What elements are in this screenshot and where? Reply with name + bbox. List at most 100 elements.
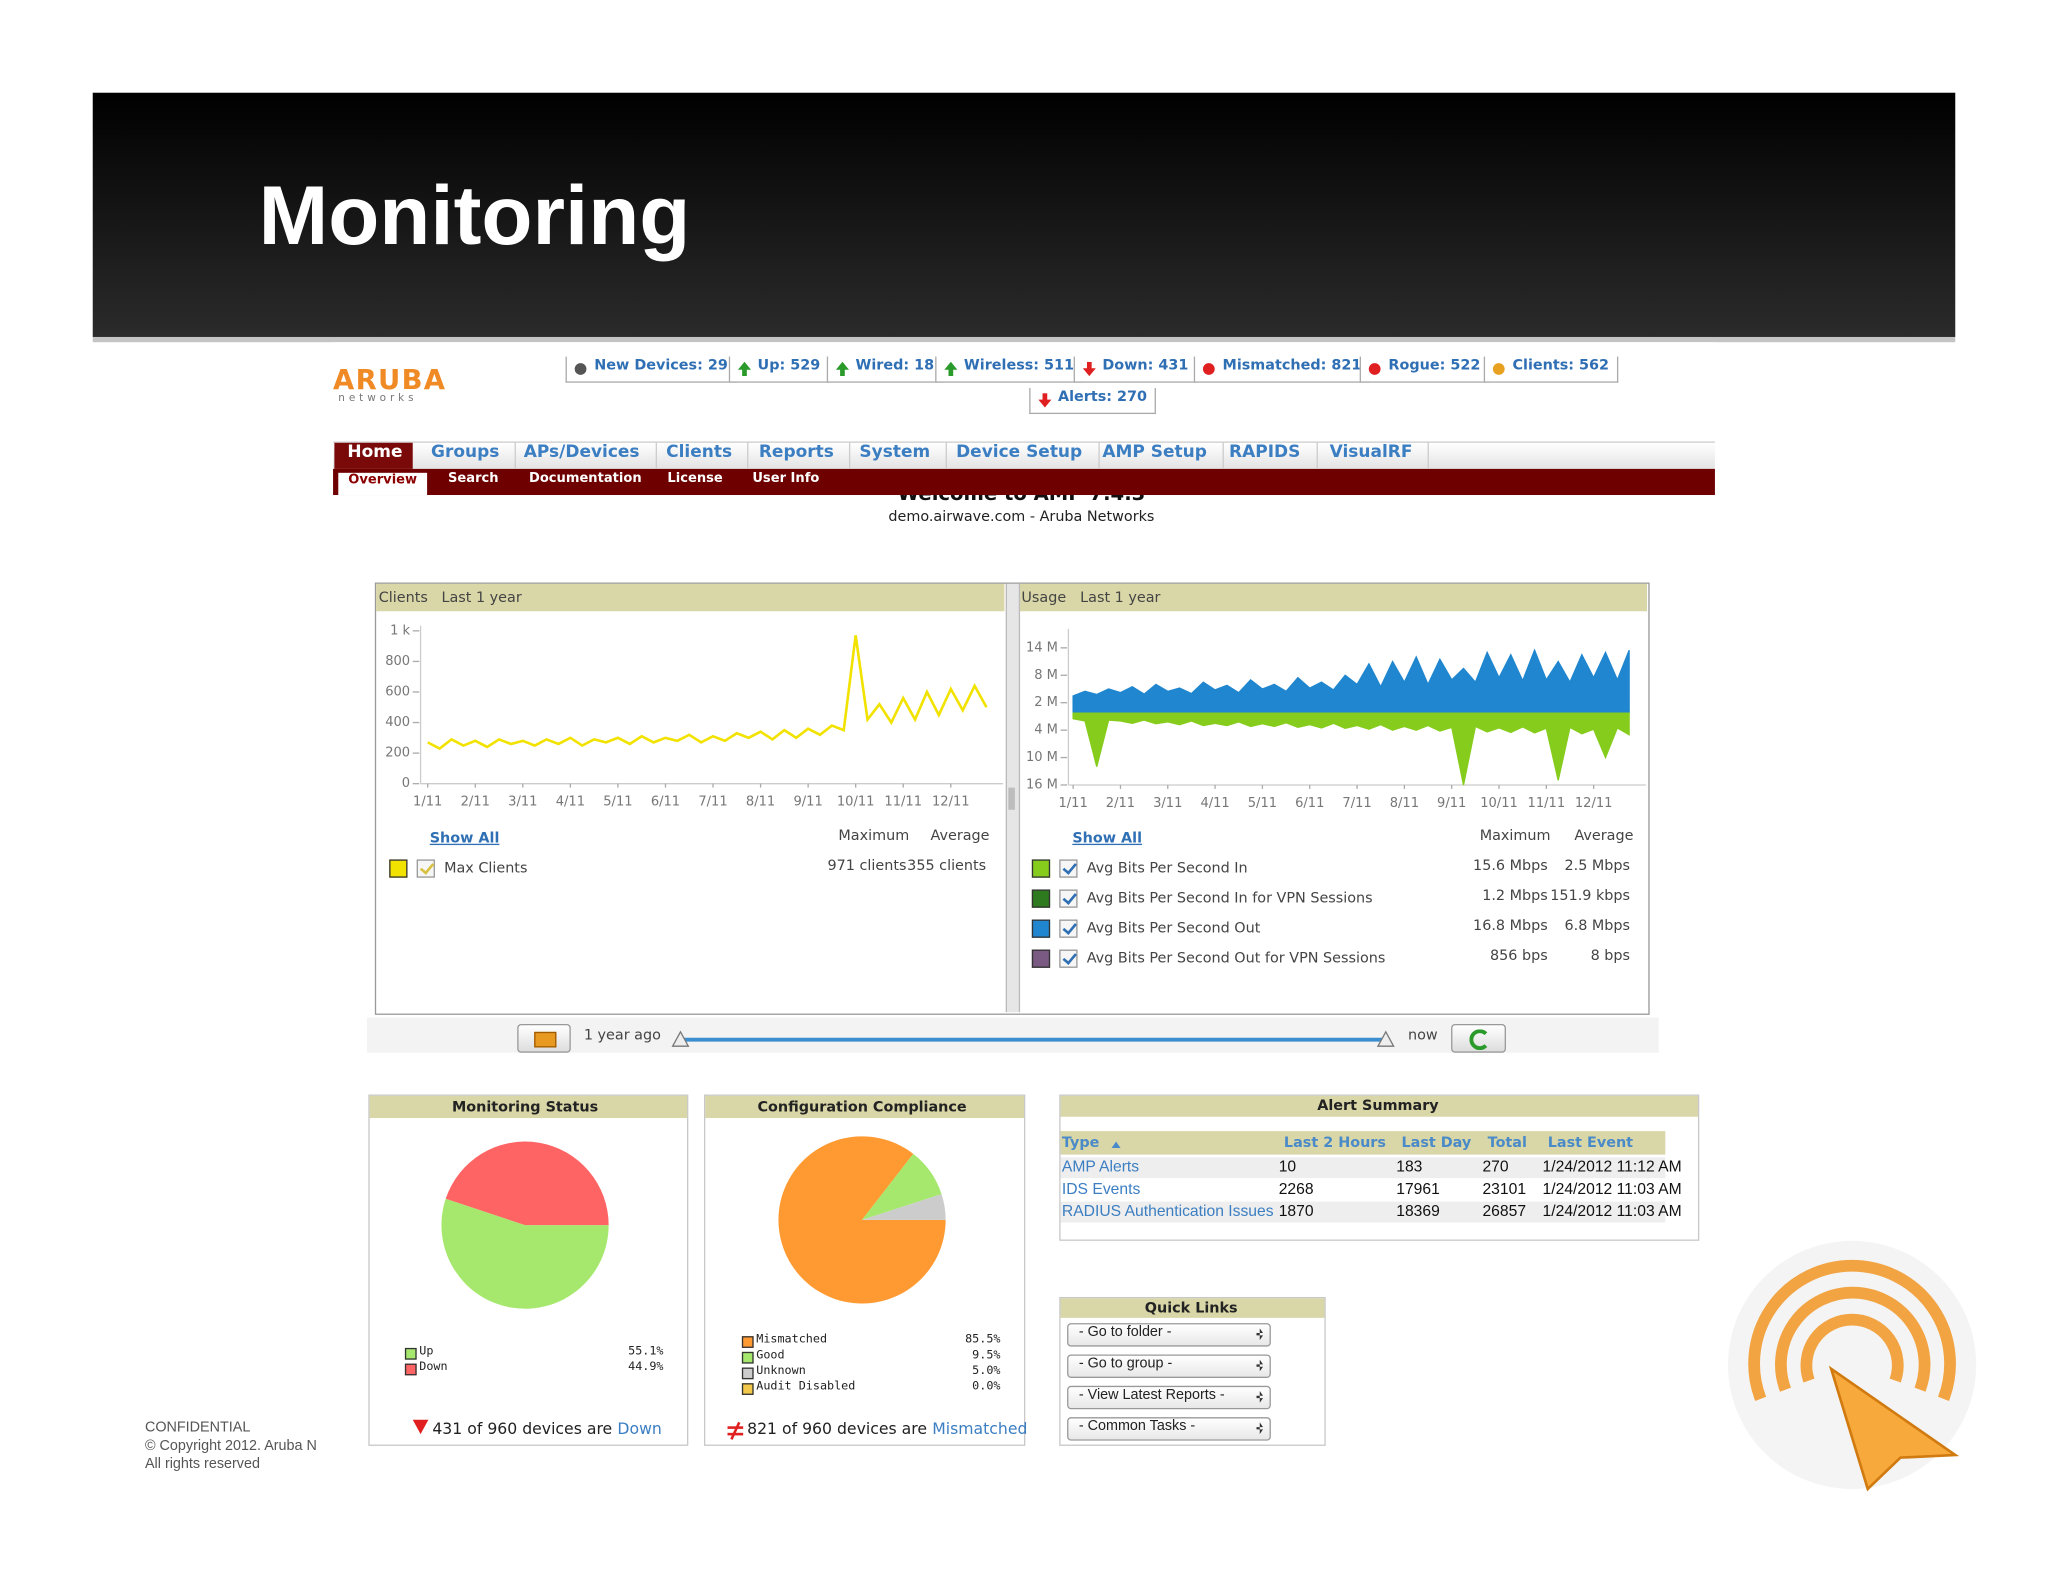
status-item[interactable]: New Devices: 29 bbox=[565, 356, 737, 383]
nav-bar bbox=[333, 441, 1715, 471]
table-column: Last Event bbox=[1547, 1133, 1634, 1151]
table-cell: 26857 bbox=[1482, 1201, 1527, 1220]
nav-tab[interactable]: Groups bbox=[431, 442, 517, 469]
legend-average: 6.8 Mbps bbox=[1564, 916, 1631, 934]
alert-type-link[interactable]: AMP Alerts bbox=[1061, 1157, 1140, 1176]
table-cell: 1/24/2012 11:12 AM bbox=[1542, 1157, 1682, 1176]
range-from: 1 year ago bbox=[583, 1026, 661, 1044]
check bbox=[1062, 949, 1077, 965]
nav-tab[interactable]: Reports bbox=[759, 442, 851, 469]
legend-checkbox[interactable] bbox=[416, 859, 435, 878]
select-arrow bbox=[1256, 1328, 1264, 1341]
status-icon bbox=[835, 361, 849, 377]
table-column[interactable]: Type bbox=[1061, 1133, 1100, 1151]
subnav-tab[interactable]: Documentation bbox=[528, 471, 642, 486]
status-item[interactable]: Rogue: 522 bbox=[1359, 356, 1490, 383]
subnav-tab[interactable]: Search bbox=[447, 471, 499, 486]
table-column: Total bbox=[1487, 1133, 1527, 1151]
legend-maximum: 856 bps bbox=[1490, 946, 1548, 964]
legend-label: Good bbox=[756, 1349, 785, 1363]
status-item[interactable]: Clients: 562 bbox=[1483, 356, 1619, 383]
status-item[interactable]: Down: 431 bbox=[1073, 356, 1198, 383]
legend-checkbox[interactable] bbox=[1059, 949, 1078, 968]
slide-title: Monitoring bbox=[258, 168, 691, 263]
nav-tab[interactable]: APs/Devices bbox=[524, 442, 657, 469]
logo-tagline: networks bbox=[338, 391, 418, 404]
alerts-item[interactable]: Alerts: 270 bbox=[1029, 387, 1157, 415]
panel-subtitle: Last 1 year bbox=[441, 589, 522, 607]
legend-swatch bbox=[741, 1383, 754, 1395]
table-cell: 1870 bbox=[1278, 1201, 1314, 1220]
legend-label: Mismatched bbox=[756, 1333, 828, 1347]
icon-cursor bbox=[1828, 1365, 1960, 1492]
legend-checkbox[interactable] bbox=[1059, 859, 1078, 878]
subnav-tab[interactable]: License bbox=[667, 471, 723, 486]
nav-tab[interactable]: RAPIDS bbox=[1229, 442, 1318, 469]
footer-link[interactable]: Mismatched bbox=[932, 1419, 1028, 1439]
subnav-tab[interactable]: User Info bbox=[752, 471, 820, 486]
nav-tab[interactable]: Home bbox=[334, 442, 413, 469]
status-icon bbox=[1368, 363, 1381, 375]
nav-tab[interactable]: VisualRF bbox=[1330, 442, 1430, 469]
footer-link[interactable]: Down bbox=[617, 1419, 662, 1439]
legend-column: Maximum bbox=[1479, 826, 1551, 844]
status-item[interactable]: Up: 529 bbox=[728, 356, 830, 383]
status-icon bbox=[944, 361, 958, 377]
table-row bbox=[1060, 1157, 1666, 1179]
alert-type-link[interactable]: IDS Events bbox=[1061, 1179, 1141, 1198]
legend-label: Max Clients bbox=[444, 859, 528, 877]
box-header bbox=[1060, 1095, 1698, 1117]
nav-tab[interactable]: Clients bbox=[666, 442, 750, 469]
select[interactable]: - View Latest Reports - bbox=[1067, 1385, 1271, 1410]
slider-row bbox=[367, 1017, 1659, 1053]
alert-type-link[interactable]: RADIUS Authentication Issues bbox=[1061, 1201, 1274, 1220]
legend-checkbox[interactable] bbox=[1059, 889, 1078, 908]
legend-label: Unknown bbox=[756, 1364, 806, 1378]
legend-swatch bbox=[404, 1347, 417, 1360]
legend-checkbox[interactable] bbox=[1059, 919, 1078, 938]
table-cell: 270 bbox=[1482, 1157, 1509, 1176]
logo-name: ARUBA bbox=[333, 364, 447, 396]
legend-swatch bbox=[404, 1363, 417, 1376]
status-icon bbox=[1492, 363, 1505, 375]
panel-header bbox=[1018, 583, 1648, 612]
legend-label: Avg Bits Per Second In bbox=[1086, 859, 1248, 877]
legend-column: Average bbox=[930, 826, 990, 844]
select[interactable]: - Go to group - bbox=[1067, 1354, 1271, 1378]
table-row bbox=[1060, 1201, 1666, 1223]
select[interactable]: - Common Tasks - bbox=[1067, 1417, 1271, 1441]
status-item[interactable]: Wired: 18 bbox=[826, 356, 944, 383]
refresh-button[interactable] bbox=[1451, 1023, 1506, 1053]
subnav-tab[interactable]: Overview bbox=[338, 472, 428, 496]
legend-value: 55.1% bbox=[628, 1345, 664, 1359]
show-all[interactable]: Show All bbox=[429, 829, 500, 847]
box-header bbox=[705, 1095, 1024, 1119]
box-header bbox=[1060, 1298, 1325, 1318]
table-cell: 2268 bbox=[1278, 1179, 1314, 1198]
nav-tab[interactable]: Device Setup bbox=[956, 442, 1100, 469]
panel-subtitle: Last 1 year bbox=[1080, 589, 1161, 607]
show-all[interactable]: Show All bbox=[1072, 829, 1143, 847]
nav-tab[interactable]: AMP Setup bbox=[1102, 442, 1224, 469]
status-item[interactable]: Wireless: 511 bbox=[935, 356, 1084, 383]
legend-label: Avg Bits Per Second In for VPN Sessions bbox=[1086, 889, 1373, 907]
legend-average: 355 clients bbox=[907, 856, 987, 874]
check bbox=[1062, 889, 1077, 905]
footer-line: © Copyright 2012. Aruba N bbox=[144, 1438, 317, 1454]
legend-maximum: 16.8 Mbps bbox=[1473, 916, 1548, 934]
status-item[interactable]: Mismatched: 821 bbox=[1193, 356, 1371, 383]
legend-maximum: 971 clients bbox=[827, 856, 907, 874]
table-cell: 1/24/2012 11:03 AM bbox=[1542, 1201, 1682, 1220]
legend-swatch bbox=[1031, 859, 1051, 878]
select[interactable]: - Go to folder - bbox=[1067, 1323, 1271, 1347]
panel-header bbox=[376, 583, 1005, 612]
legend-swatch bbox=[741, 1336, 754, 1348]
table-cell: 183 bbox=[1396, 1157, 1423, 1176]
nav-tab[interactable]: System bbox=[859, 442, 948, 469]
check bbox=[1062, 919, 1077, 935]
table-column: Last 2 Hours bbox=[1283, 1133, 1386, 1151]
range-button[interactable] bbox=[517, 1023, 571, 1053]
status-icon bbox=[1038, 393, 1052, 408]
legend-maximum: 15.6 Mbps bbox=[1473, 856, 1548, 874]
